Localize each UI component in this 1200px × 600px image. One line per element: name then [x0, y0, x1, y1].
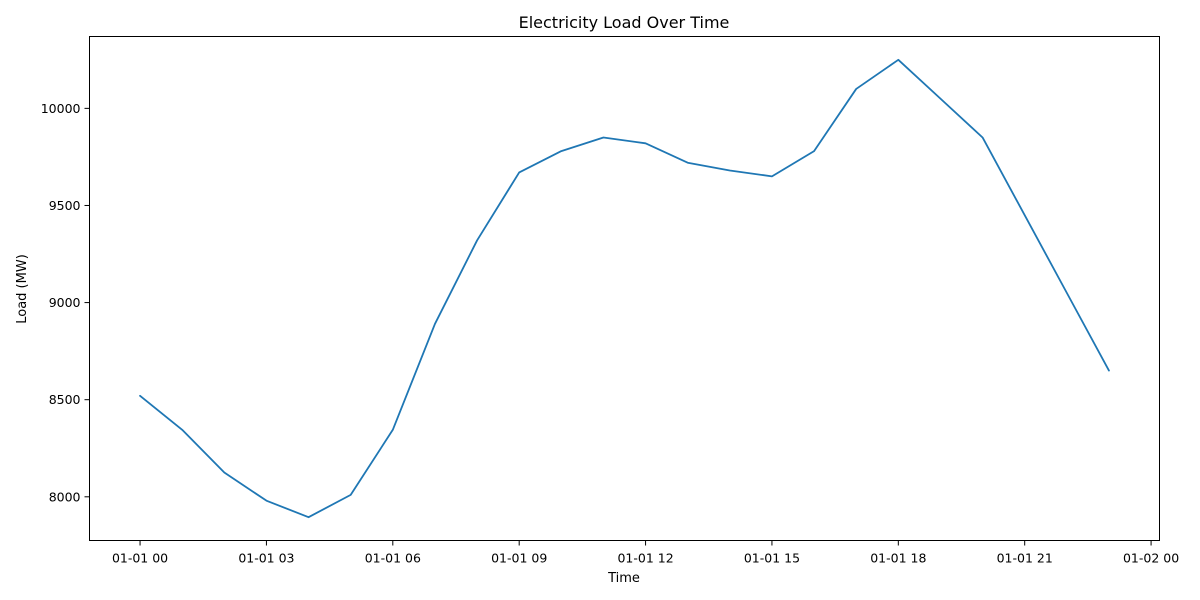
- x-tick-label: 01-01 18: [870, 551, 926, 566]
- axes-frame: [89, 36, 1160, 541]
- y-tick-label: 8000: [49, 489, 81, 504]
- y-axis-ticks: 8000 8500 9000 9500 10000: [41, 101, 90, 504]
- x-tick-label: 01-01 00: [112, 551, 168, 566]
- y-axis-label: Load (MW): [15, 254, 30, 324]
- series-line-0: [139, 58, 1110, 519]
- y-tick-label: 9000: [49, 295, 81, 310]
- x-tick-label: 01-01 12: [617, 551, 673, 566]
- y-tick-label: 9500: [49, 198, 81, 213]
- x-tick-label: 01-01 06: [365, 551, 421, 566]
- x-axis-ticks: 01-01 00 01-01 03 01-01 06 01-01 09 01-01 12…: [112, 540, 1179, 566]
- x-tick-label: 01-02 00: [1123, 551, 1179, 566]
- x-tick-label: 01-01 15: [744, 551, 800, 566]
- x-tick-label: 01-01 21: [997, 551, 1053, 566]
- x-axis-label: Time: [607, 571, 640, 586]
- plot-area: [139, 58, 1110, 519]
- y-tick-label: 8500: [49, 392, 81, 407]
- x-tick-label: 01-01 09: [491, 551, 547, 566]
- chart-title: Electricity Load Over Time: [519, 13, 730, 32]
- x-tick-label: 01-01 03: [238, 551, 294, 566]
- y-tick-label: 10000: [41, 101, 81, 116]
